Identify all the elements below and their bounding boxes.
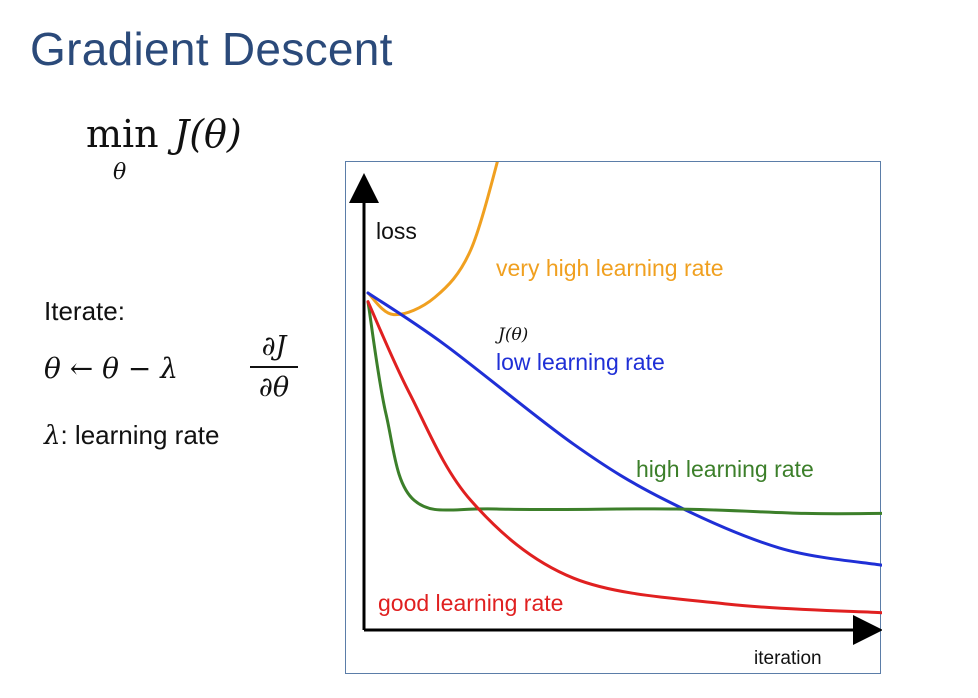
update-rule-lhs: θ ← θ − λ [44,352,178,385]
series-label-good: good learning rate [378,590,563,616]
series-label-very-high: very high learning rate [496,255,724,281]
fraction-denominator: ∂θ [258,372,290,403]
chart-canvas: loss iteration J(θ) very high learning r… [349,162,882,669]
min-subscript: θ [113,160,127,185]
series-label-high: high learning rate [636,456,814,482]
gradient-fraction: ∂J ∂θ [250,330,298,406]
objective-formula: min θ J(θ) [86,112,286,192]
lambda-symbol: λ [44,421,61,451]
series-layer [366,162,882,615]
objective-function: J(θ) [174,112,242,156]
series-line-low [366,291,882,567]
series-line-good [366,300,882,615]
min-operator: min [86,112,159,156]
series-line-very-high [366,162,499,317]
fraction-numerator: ∂J [261,331,287,362]
slide-title: Gradient Descent [30,23,393,75]
lambda-definition: λ: learning rate [44,420,219,451]
y-axis-label: loss [376,218,417,244]
loss-function-note: J(θ) [495,325,528,345]
learning-rate-chart: loss iteration J(θ) very high learning r… [345,161,882,674]
fraction-bar [250,366,298,368]
x-axis-label: iteration [754,648,822,669]
iterate-label: Iterate: [44,296,125,326]
series-label-low: low learning rate [496,349,665,375]
lambda-description: : learning rate [60,420,220,450]
series-line-high [366,300,882,516]
update-rule-formula: θ ← θ − λ ∂J ∂θ [44,330,298,410]
